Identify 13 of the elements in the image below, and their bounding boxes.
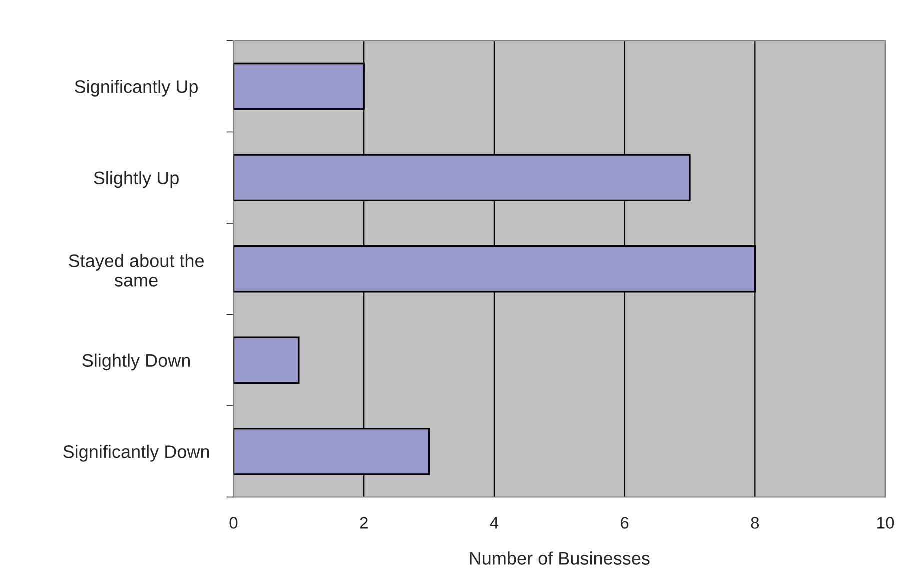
y-tick-label: Significantly Down <box>64 445 210 462</box>
bar <box>234 336 300 384</box>
x-tick-label: 0 <box>230 517 238 529</box>
y-tick-label: Slightly Down <box>82 354 190 371</box>
y-tick-label: Slightly Up <box>94 171 179 188</box>
x-tick-label: 8 <box>751 517 760 529</box>
x-tick-label: 2 <box>360 517 368 529</box>
y-tick-label: Stayed about the same <box>69 254 204 287</box>
x-tick-label: 6 <box>621 517 629 529</box>
y-tick-label: Significantly Up <box>75 80 198 97</box>
x-axis-title: Number of Businesses <box>470 552 650 565</box>
x-tick-label: 4 <box>490 517 499 529</box>
x-tick-label: 10 <box>878 517 894 529</box>
